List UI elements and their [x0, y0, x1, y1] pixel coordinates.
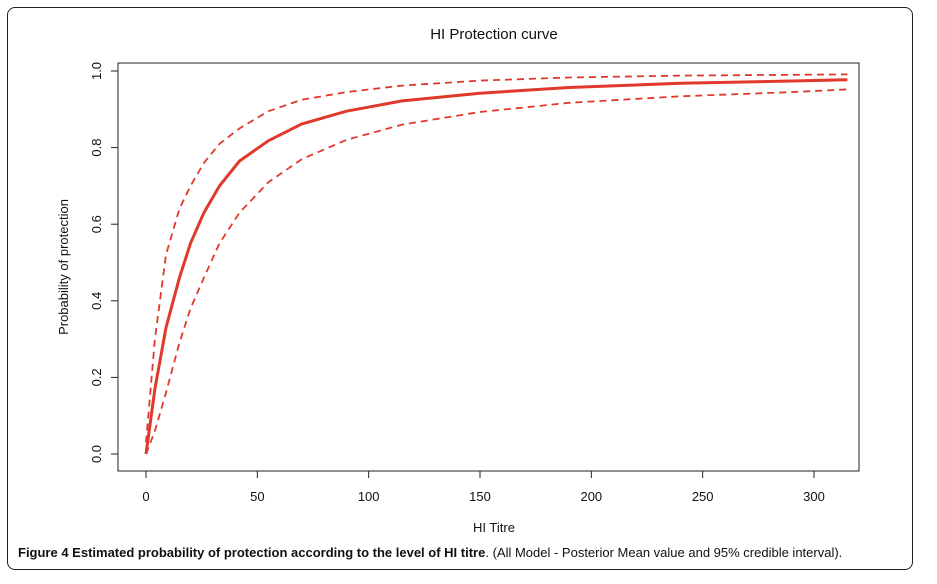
x-axis-label: HI Titre [473, 520, 515, 535]
y-tick-label: 0.6 [89, 215, 104, 233]
chart-title: HI Protection curve [430, 26, 558, 43]
x-tick-label: 250 [692, 489, 714, 504]
series-mean-line [144, 78, 848, 455]
series-upper-bound-line [145, 73, 848, 443]
y-axis-label: Probability of protection [56, 199, 71, 335]
x-tick-label: 100 [358, 489, 380, 504]
figure-frame [7, 7, 913, 570]
series-lower-bound-line [145, 88, 848, 455]
x-tick-label: 200 [580, 489, 602, 504]
x-axis: 0 50 100 150 200 250 300 [142, 470, 825, 504]
series-group [144, 73, 848, 455]
y-tick-label: 0.8 [89, 139, 104, 157]
x-tick-label: 0 [142, 489, 149, 504]
y-tick-label: 1.0 [89, 62, 104, 80]
chart: HI Protection curve 0 50 100 150 200 250 300 0… [56, 26, 860, 535]
y-tick-label: 0.4 [89, 292, 104, 310]
caption-rest: . (All Model - Posterior Mean value and … [485, 545, 843, 560]
x-tick-label: 150 [469, 489, 491, 504]
plot-box [117, 62, 860, 472]
y-tick-label: 0.2 [89, 368, 104, 386]
x-tick-label: 300 [803, 489, 825, 504]
x-tick-label: 50 [250, 489, 264, 504]
y-tick-label: 0.0 [89, 445, 104, 463]
caption-bold: Figure 4 Estimated probability of protec… [18, 545, 486, 560]
figure-caption: Figure 4 Estimated probability of protec… [18, 545, 918, 560]
y-axis: 0.0 0.2 0.4 0.6 0.8 1.0 [89, 62, 119, 463]
